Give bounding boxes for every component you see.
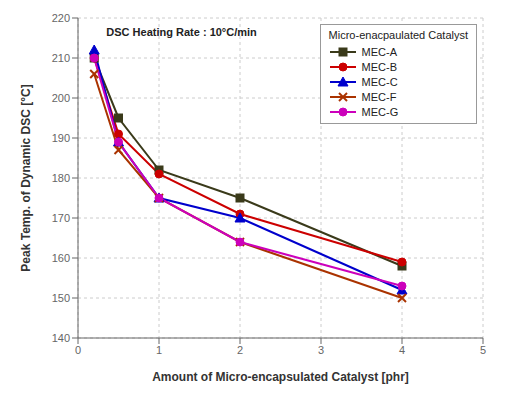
svg-text:Peak Temp. of Dynamic DSC [°C]: Peak Temp. of Dynamic DSC [°C]: [19, 84, 33, 271]
svg-text:210: 210: [52, 52, 70, 64]
svg-text:160: 160: [52, 252, 70, 264]
html-text:MEC-C: MEC-C: [361, 75, 398, 88]
svg-text:0: 0: [75, 344, 81, 356]
html-text:MEC-A: MEC-A: [361, 45, 397, 58]
html-text:Micro-enacpaulated Catalyst: Micro-enacpaulated Catalyst: [328, 29, 468, 41]
svg-text:190: 190: [52, 132, 70, 144]
svg-text:180: 180: [52, 172, 70, 184]
svg-text:150: 150: [52, 292, 70, 304]
svg-text:3: 3: [318, 344, 324, 356]
svg-text:170: 170: [52, 212, 70, 224]
svg-text:140: 140: [52, 332, 70, 344]
svg-text:200: 200: [52, 92, 70, 104]
svg-text:2: 2: [237, 344, 243, 356]
html-text:DSC Heating Rate : 10°C/min: DSC Heating Rate : 10°C/min: [106, 26, 257, 38]
html-text:MEC-G: MEC-G: [361, 105, 399, 118]
html-text:MEC-B: MEC-B: [361, 60, 397, 73]
svg-text:Amount of Micro-encapsulated C: Amount of Micro-encapsulated Catalyst [p…: [152, 370, 409, 384]
svg-text:1: 1: [156, 344, 162, 356]
svg-text:5: 5: [480, 344, 486, 356]
html-text:MEC-F: MEC-F: [361, 90, 397, 103]
svg-text:220: 220: [52, 12, 70, 24]
svg-text:4: 4: [399, 344, 405, 356]
